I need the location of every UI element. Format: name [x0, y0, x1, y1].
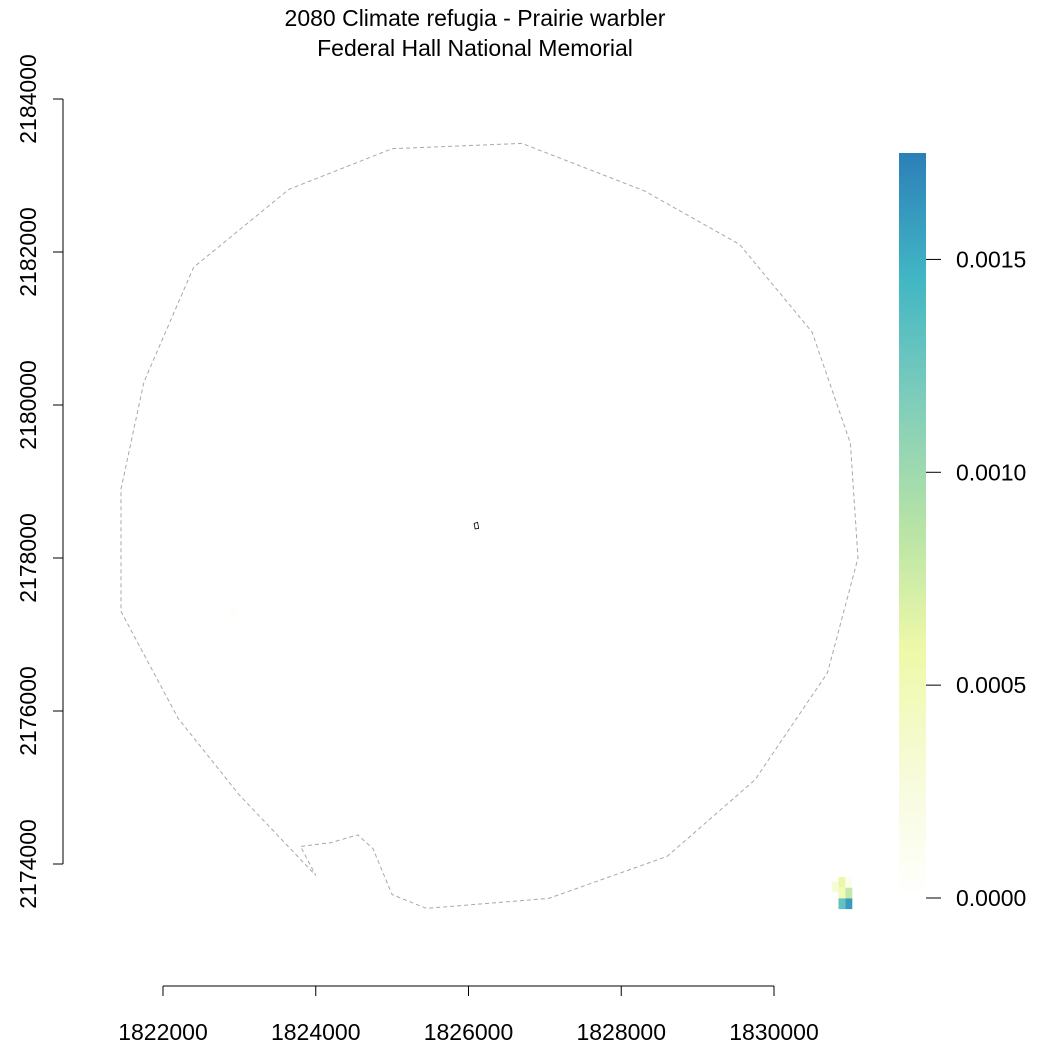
raster-cell	[838, 877, 846, 888]
raster-cell	[831, 881, 839, 893]
memorial-site-marker	[473, 521, 480, 530]
legend-tick-label: 0.0010	[956, 459, 1026, 485]
legend-tick-label: 0.0000	[956, 885, 1026, 911]
raster-cell	[845, 877, 853, 888]
legend-tick-label: 0.0015	[956, 246, 1026, 272]
legend-color-bar	[899, 153, 926, 898]
y-tick-label: 2174000	[15, 819, 41, 909]
color-legend: 0.0000 0.0005 0.0010 0.0015	[899, 153, 1026, 911]
x-tick-label: 1828000	[576, 1019, 666, 1045]
legend-tick-label: 0.0005	[956, 672, 1026, 698]
park-boundary	[120, 142, 859, 909]
x-tick-label: 1822000	[118, 1019, 208, 1045]
legend-ticks: 0.0000 0.0005 0.0010 0.0015	[926, 246, 1026, 911]
x-tick-label: 1824000	[271, 1019, 361, 1045]
y-tick-label: 2178000	[15, 513, 41, 603]
plot-area	[120, 142, 859, 910]
raster-cell	[230, 607, 238, 619]
y-tick-label: 2176000	[15, 666, 41, 756]
x-tick-label: 1826000	[424, 1019, 514, 1045]
raster-cell	[845, 898, 853, 910]
x-tick-label: 1830000	[729, 1019, 819, 1045]
y-tick-label: 2180000	[15, 360, 41, 450]
raster-cell	[838, 898, 846, 910]
map-title: 2080 Climate refugia - Prairie warbler	[285, 5, 666, 31]
raster-cell	[845, 887, 853, 899]
map-subtitle: Federal Hall National Memorial	[317, 35, 633, 61]
y-axis: 2174000 2176000 2178000 2180000 2182000 21840…	[15, 54, 64, 909]
raster-cell	[838, 887, 846, 899]
y-tick-label: 2184000	[15, 54, 41, 144]
y-tick-label: 2182000	[15, 207, 41, 297]
x-axis: 1822000 1824000 1826000 1828000 1830000	[118, 985, 819, 1045]
